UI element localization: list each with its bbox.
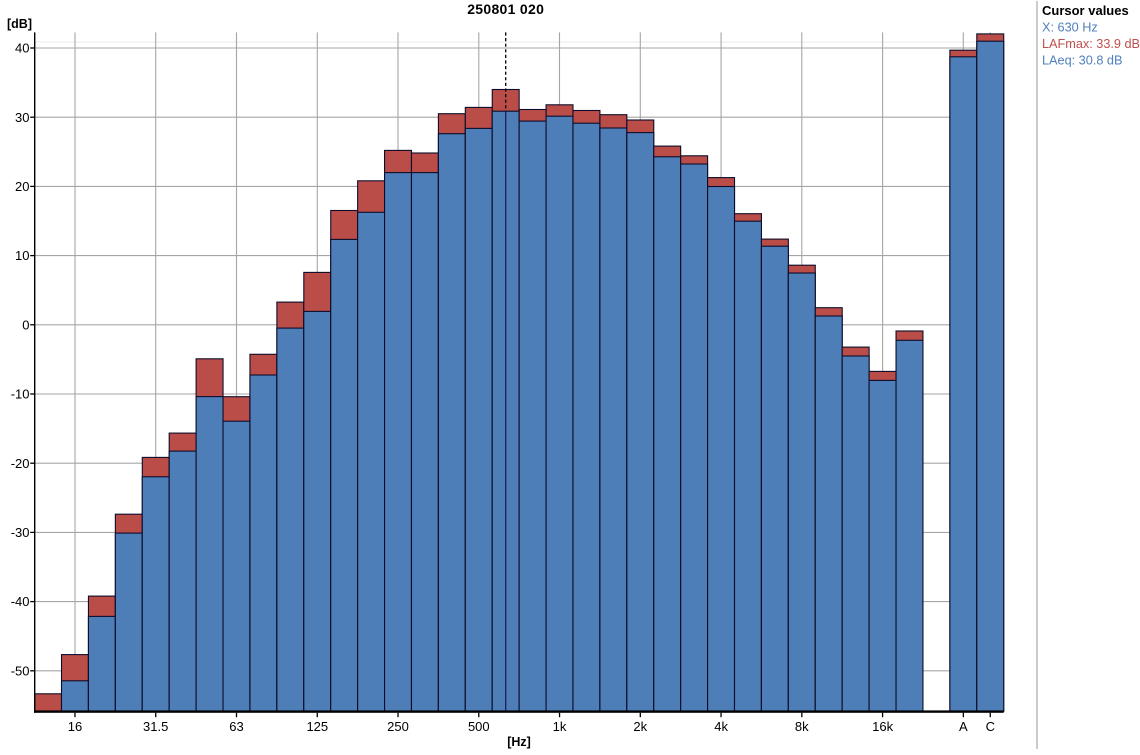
svg-text:63: 63 [229,719,243,734]
svg-text:[dB]: [dB] [7,17,32,31]
svg-text:A: A [959,719,968,734]
svg-text:125: 125 [306,719,328,734]
svg-text:500: 500 [468,719,490,734]
svg-text:-10: -10 [11,387,30,402]
svg-text:LAeq: 30.8 dB: LAeq: 30.8 dB [1042,54,1122,68]
svg-text:0: 0 [22,317,29,332]
svg-text:4k: 4k [714,719,728,734]
svg-text:250801 020: 250801 020 [467,1,544,17]
svg-text:-30: -30 [11,525,30,540]
svg-text:2k: 2k [633,719,647,734]
svg-text:250: 250 [387,719,409,734]
svg-text:-40: -40 [11,594,30,609]
svg-text:16k: 16k [872,719,893,734]
svg-text:1k: 1k [553,719,567,734]
svg-text:30: 30 [15,110,29,125]
svg-text:LAFmax: 33.9 dB: LAFmax: 33.9 dB [1042,37,1140,51]
svg-text:8k: 8k [795,719,809,734]
svg-text:10: 10 [15,248,29,263]
svg-text:[Hz]: [Hz] [507,735,531,749]
svg-text:-20: -20 [11,456,30,471]
svg-text:X: 630 Hz: X: 630 Hz [1042,21,1098,35]
svg-text:16: 16 [68,719,82,734]
svg-text:20: 20 [15,179,29,194]
svg-text:Cursor values: Cursor values [1042,3,1129,18]
svg-text:40: 40 [15,41,29,56]
svg-text:-50: -50 [11,663,30,678]
svg-text:31.5: 31.5 [143,719,168,734]
svg-text:C: C [986,719,995,734]
